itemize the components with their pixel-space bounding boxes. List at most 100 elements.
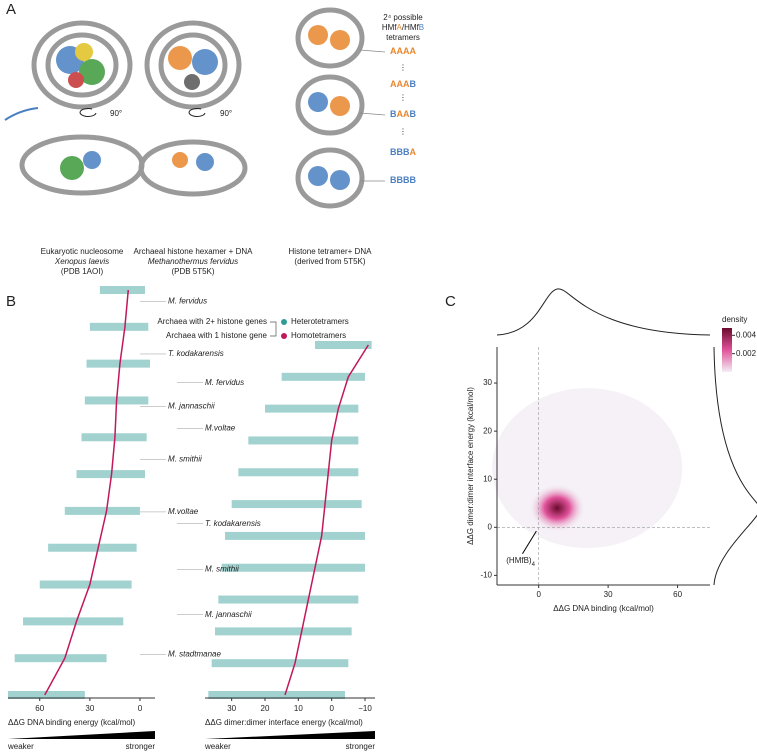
- caption: Archaeal histone hexamer + DNA: [134, 247, 254, 256]
- legend-label: Heterotetramers: [291, 317, 349, 326]
- x-tick-label: 10: [294, 704, 303, 713]
- annotation-subscript: 4: [532, 562, 536, 568]
- range: [231, 500, 362, 509]
- species-label: M.voltae: [168, 507, 199, 516]
- colorbar-tick-label: 0.002: [736, 349, 757, 358]
- x-tick-label: 60: [673, 590, 682, 599]
- range: [39, 580, 132, 589]
- range: [218, 595, 359, 604]
- range: [64, 506, 140, 515]
- species-label: M. fervidus: [168, 296, 207, 305]
- ellipsis: ⋮: [399, 63, 407, 72]
- legend-bracket: [270, 321, 277, 337]
- species-label: M. smithii: [168, 454, 202, 463]
- caption: Methanothermus fervidus: [148, 257, 238, 266]
- range: [281, 372, 365, 381]
- x-tick-label: 30: [227, 704, 236, 713]
- range: [99, 286, 145, 294]
- caption: Eukaryotic nucleosome: [41, 247, 124, 256]
- y-tick-label: -10: [480, 570, 492, 579]
- y-tick-label: 30: [483, 378, 492, 387]
- species-label: M. stadtmanae: [168, 650, 221, 659]
- range: [265, 404, 359, 413]
- range: [208, 691, 345, 699]
- species-label: M. smithii: [205, 564, 239, 573]
- range: [221, 563, 365, 572]
- y-axis-label: ΔΔG dimer:dimer interface energy (kcal/m…: [466, 387, 475, 545]
- range: [48, 543, 137, 552]
- range: [76, 470, 145, 479]
- x-tick-label: 60: [35, 704, 44, 713]
- scale-label: stronger: [346, 742, 376, 751]
- ellipsis: ⋮: [399, 127, 407, 136]
- density-peak: [529, 484, 586, 533]
- x-axis-label: ΔΔG dimer:dimer interface energy (kcal/m…: [205, 718, 363, 727]
- range: [8, 691, 85, 699]
- x-tick-label: 30: [85, 704, 94, 713]
- x-tick-label: 0: [329, 704, 334, 713]
- legend-group: Archaea with 1 histone gene: [166, 331, 268, 340]
- legend-swatch: [281, 319, 287, 325]
- tetramer-label: BAAB: [390, 109, 417, 119]
- species-label: T. kodakarensis: [205, 519, 261, 528]
- range: [86, 359, 150, 368]
- haze: [492, 388, 683, 549]
- median-line: [44, 289, 130, 696]
- range: [315, 341, 372, 349]
- y-tick-label: 0: [488, 522, 493, 531]
- tetramer-label: BBBA: [390, 147, 417, 157]
- legend-swatch: [281, 333, 287, 339]
- annotation-arrow: [522, 530, 537, 555]
- range: [248, 436, 359, 445]
- species-label: M. jannaschii: [205, 610, 252, 619]
- tetramer-label: AAAA: [390, 46, 417, 56]
- x-tick-label: 30: [604, 590, 613, 599]
- median-line: [284, 344, 369, 696]
- species-label: M.voltae: [205, 423, 236, 432]
- range: [14, 654, 107, 663]
- caption: Histone tetramer+ DNA: [289, 247, 373, 256]
- ellipsis: ⋮: [399, 93, 407, 102]
- tetramer-label: BBBB: [390, 175, 417, 185]
- caption: (PDB 1AOI): [61, 267, 104, 276]
- rotation-label: 90°: [220, 109, 232, 118]
- range: [238, 468, 359, 477]
- colorbar-tick-label: 0.004: [736, 330, 757, 339]
- species-label: M. jannaschii: [168, 402, 215, 411]
- structures: [4, 7, 386, 209]
- y-tick-label: 20: [483, 426, 492, 435]
- range: [89, 322, 149, 331]
- x-tick-label: 0: [138, 704, 143, 713]
- species-label: M. fervidus: [205, 378, 244, 387]
- scale-label: weaker: [204, 742, 231, 751]
- marginal-y: [713, 346, 757, 586]
- colorbar: [722, 328, 732, 372]
- marginal-x: [496, 288, 711, 336]
- panel-label: C: [445, 293, 456, 310]
- x-axis-label: ΔΔG DNA binding (kcal/mol): [553, 604, 654, 613]
- x-tick-label: 20: [261, 704, 270, 713]
- tetramer-label: AAAB: [390, 79, 417, 89]
- scale-wedge: [205, 731, 375, 739]
- y-tick-label: 10: [483, 474, 492, 483]
- tetramer-label: HMfA/HMfB: [382, 23, 424, 32]
- x-axis-label: ΔΔG DNA binding energy (kcal/mol): [8, 718, 136, 727]
- panel-label: A: [6, 1, 16, 18]
- caption: Xenopus laevis: [54, 257, 109, 266]
- rotation-label: 90°: [110, 109, 122, 118]
- species-label: T. kodakarensis: [168, 349, 224, 358]
- range: [23, 617, 124, 626]
- caption: (derived from 5T5K): [294, 257, 365, 266]
- tetramer-header: tetramers: [386, 33, 420, 42]
- range: [211, 659, 349, 668]
- x-tick-label: 0: [536, 590, 541, 599]
- tetramer-header: 2⁴ possible: [383, 13, 423, 22]
- legend-group: Archaea with 2+ histone genes: [157, 317, 267, 326]
- annotation: (HMfB)4: [506, 556, 535, 567]
- range: [225, 531, 365, 540]
- range: [215, 627, 352, 636]
- scale-label: stronger: [126, 742, 156, 751]
- x-tick-label: −10: [358, 704, 372, 713]
- caption: (PDB 5T5K): [171, 267, 214, 276]
